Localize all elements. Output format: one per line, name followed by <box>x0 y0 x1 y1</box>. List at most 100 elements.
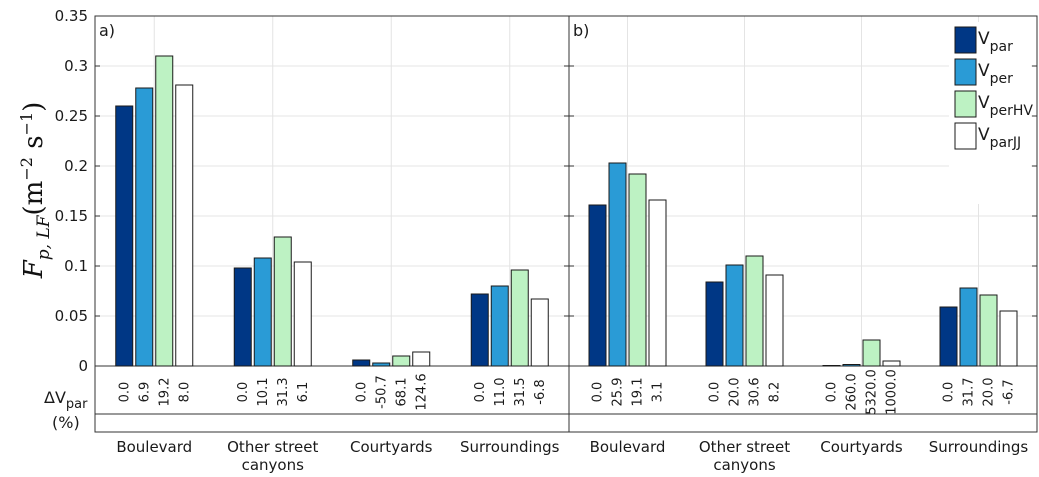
delta-value-label: 10.1 <box>256 378 271 407</box>
bar-v-perhv <box>392 355 411 367</box>
delta-value-label: 0.0 <box>473 382 488 403</box>
category-label: Courtyards <box>820 438 903 456</box>
category-label: Boulevard <box>590 438 666 456</box>
legend-label: Vper <box>978 61 1013 87</box>
delta-value-label: 0.0 <box>825 382 840 403</box>
delta-value-label: 0.0 <box>708 382 723 403</box>
delta-value-label: 30.6 <box>748 378 763 407</box>
delta-value-label: 124.6 <box>414 373 429 410</box>
bar-v-parjj <box>412 351 431 367</box>
delta-value-label: 8.0 <box>177 382 192 403</box>
bar-v-perhv <box>155 55 174 367</box>
delta-value-label: 19.1 <box>631 378 646 407</box>
bar-v-par <box>470 293 489 367</box>
delta-value-label: 0.0 <box>942 382 957 403</box>
category-label: Courtyards <box>350 438 433 456</box>
category-label: Boulevard <box>116 438 192 456</box>
delta-value-label: 11.0 <box>493 378 508 407</box>
legend: Vpar Vper VperHV VparJJ <box>949 22 1033 204</box>
delta-value-label: 0.0 <box>591 382 606 403</box>
bar-v-per <box>725 264 744 367</box>
delta-value-label: 68.1 <box>394 378 409 407</box>
bar-v-parjj <box>765 274 784 367</box>
legend-swatch <box>954 26 977 54</box>
legend-label: Vpar <box>978 29 1013 55</box>
bar-v-par <box>115 105 134 367</box>
bar-v-parjj <box>175 84 194 367</box>
delta-value-label: 5320.0 <box>865 369 880 415</box>
bar-v-perhv <box>273 236 292 367</box>
legend-swatch <box>954 58 977 86</box>
category-label: Other street <box>699 438 790 456</box>
category-label: Surroundings <box>460 438 560 456</box>
delta-value-label: 6.9 <box>137 382 152 403</box>
y-tick-label: 0 <box>78 357 88 375</box>
bar-v-per <box>372 362 391 367</box>
delta-value-label: 31.7 <box>962 378 977 407</box>
bar-v-par <box>939 306 958 367</box>
bar-v-perhv <box>862 339 881 367</box>
panel-b: 0.0 25.9 19.1 3.1 Boulevard 0.0 20.0 30.6 8.2 Oth… <box>568 15 1038 474</box>
bar-v-per <box>842 364 861 367</box>
panel-frame <box>568 15 1038 433</box>
bar-v-perhv <box>979 294 998 367</box>
bar-v-parjj <box>882 360 901 367</box>
delta-value-label: 1000.0 <box>885 369 900 415</box>
delta-value-label: 31.3 <box>276 378 291 407</box>
bar-v-parjj <box>293 261 312 367</box>
category-label: Surroundings <box>929 438 1029 456</box>
bar-v-perhv <box>510 269 529 367</box>
legend-label: VperHV <box>978 93 1033 119</box>
delta-value-label: 6.1 <box>296 382 311 403</box>
legend-label: VparJJ <box>978 125 1021 151</box>
bar-v-parjj <box>999 310 1018 367</box>
y-tick-label: 0.15 <box>55 207 88 225</box>
delta-value-label: 19.2 <box>157 378 172 407</box>
category-label: canyons <box>242 456 305 474</box>
panel-a: 0.0 6.9 19.2 8.0 Boulevard 0.0 10.1 31.3 6.1 Othe… <box>94 15 570 474</box>
bar-v-par <box>588 204 607 367</box>
bar-v-perhv <box>628 173 647 367</box>
y-tick-label: 0.35 <box>55 7 88 25</box>
panel-label: a) <box>99 21 115 40</box>
delta-value-label: 0.0 <box>236 382 251 403</box>
delta-value-label: 260.0 <box>845 373 860 410</box>
bar-v-per <box>135 87 154 367</box>
y-axis-label: Fp, LF(m−2 s−1) <box>17 102 54 280</box>
bar-v-par <box>705 281 724 367</box>
y-tick-label: 0.25 <box>55 107 88 125</box>
bar-v-par <box>352 359 371 367</box>
bar-v-per <box>253 257 272 367</box>
delta-value-label: 0.0 <box>354 382 369 403</box>
bar-v-per <box>608 162 627 367</box>
delta-value-label: -50.7 <box>374 375 389 409</box>
y-tick-label: 0.05 <box>55 307 88 325</box>
delta-label: ΔVpar <box>44 388 88 412</box>
delta-value-label: 20.0 <box>728 378 743 407</box>
legend-swatch <box>954 90 977 118</box>
legend-swatch <box>954 122 977 150</box>
category-label: Other street <box>227 438 318 456</box>
y-tick-label: 0.2 <box>64 157 88 175</box>
bar-v-par <box>822 365 841 367</box>
bar-v-per <box>959 287 978 367</box>
panel-label: b) <box>573 21 589 40</box>
delta-unit-label: (%) <box>52 413 80 432</box>
category-label: canyons <box>713 456 776 474</box>
bar-v-per <box>490 285 509 367</box>
delta-value-label: -6.7 <box>1002 379 1017 404</box>
delta-value-label: 0.0 <box>117 382 132 403</box>
bar-v-parjj <box>530 298 549 367</box>
y-tick-label: 0.1 <box>64 257 88 275</box>
bar-v-perhv <box>745 255 764 367</box>
bar-v-par <box>233 267 252 367</box>
delta-value-label: 31.5 <box>513 378 528 407</box>
delta-value-label: 20.0 <box>982 378 997 407</box>
bar-v-parjj <box>648 199 667 367</box>
delta-value-label: 8.2 <box>768 382 783 403</box>
delta-value-label: -6.8 <box>533 379 548 404</box>
y-tick-label: 0.3 <box>64 57 88 75</box>
delta-value-label: 25.9 <box>611 378 626 407</box>
delta-value-label: 3.1 <box>651 382 666 403</box>
